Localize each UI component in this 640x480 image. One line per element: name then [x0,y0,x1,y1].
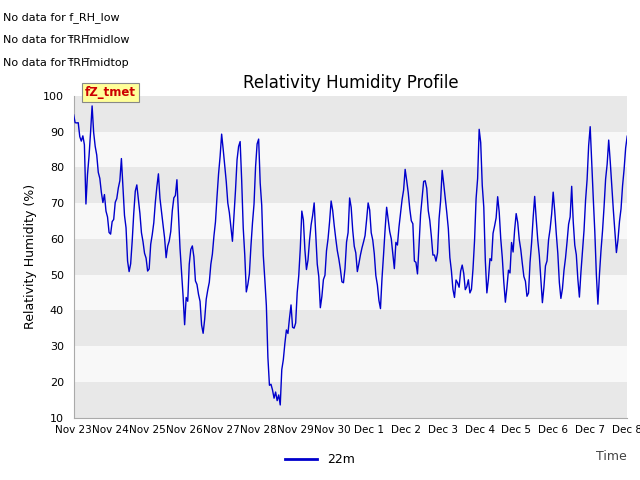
Title: Relativity Humidity Profile: Relativity Humidity Profile [243,73,458,92]
Text: Time: Time [596,450,627,463]
Bar [74,96,627,132]
Text: No data for f_RH_low: No data for f_RH_low [3,12,120,23]
Bar [74,239,627,275]
Bar [74,132,627,168]
Text: No data for f̅RH̅midtop: No data for f̅RH̅midtop [3,58,129,68]
Bar [74,311,627,346]
Bar [74,168,627,203]
Bar [74,203,627,239]
Bar [74,346,627,382]
Legend: 22m: 22m [280,448,360,471]
Y-axis label: Relativity Humidity (%): Relativity Humidity (%) [24,184,37,329]
Text: fZ_tmet: fZ_tmet [84,86,136,99]
Bar [74,382,627,418]
Bar [74,275,627,311]
Text: No data for f̅RH̅midlow: No data for f̅RH̅midlow [3,35,130,45]
